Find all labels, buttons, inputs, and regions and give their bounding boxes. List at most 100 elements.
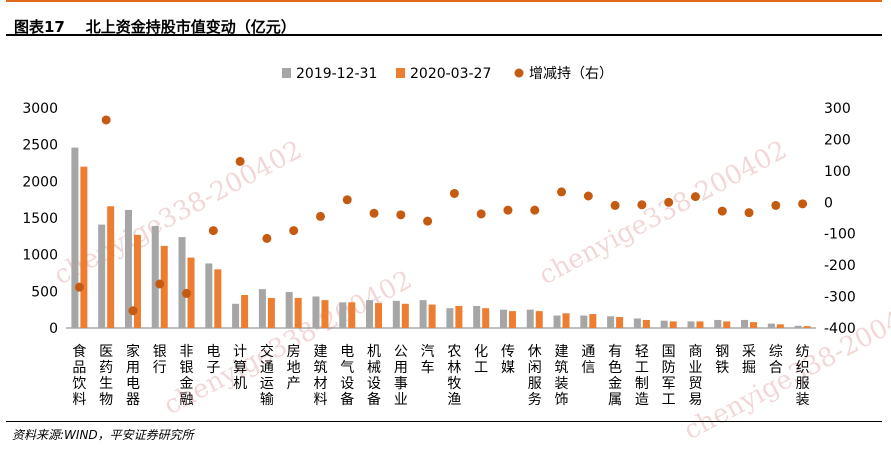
x-category-label: 纺	[796, 344, 810, 360]
x-category-label: 饮	[72, 376, 86, 392]
dot-net-change	[208, 226, 218, 236]
x-category-label: 易	[688, 392, 702, 408]
x-category-label: 建	[555, 344, 569, 360]
dot-net-change	[342, 195, 352, 205]
x-category-label: 交	[260, 343, 274, 360]
x-category-label: 金	[180, 376, 194, 392]
dot-net-change	[583, 191, 593, 201]
bar-2020-03-27	[267, 297, 275, 328]
x-category-label: 银	[180, 360, 194, 376]
bar-2020-03-27	[669, 321, 677, 328]
x-category-label: 综	[769, 344, 783, 360]
bar-2019-12-31	[258, 289, 266, 328]
y-left-tick-label: 1500	[22, 211, 58, 227]
bar-2019-12-31	[526, 309, 534, 328]
x-category-label: 信	[581, 360, 595, 376]
bar-2020-03-27	[696, 321, 704, 328]
x-category-label: 房	[287, 344, 301, 360]
bar-2020-03-27	[80, 166, 88, 328]
x-category-label: 设	[340, 376, 354, 392]
bar-2019-12-31	[553, 315, 561, 328]
x-category-label: 金	[608, 376, 622, 392]
bar-2019-12-31	[633, 318, 641, 328]
bar-2019-12-31	[419, 300, 427, 328]
bar-2020-03-27	[535, 311, 543, 328]
bar-2020-03-27	[107, 206, 115, 328]
x-category-label: 用	[394, 360, 408, 376]
dot-net-change	[690, 192, 700, 202]
x-category-label: 机	[233, 376, 247, 392]
x-category-label: 计	[233, 344, 247, 360]
dot-net-change	[503, 205, 513, 215]
bar-2020-03-27	[642, 319, 650, 328]
bar-2020-03-27	[723, 321, 731, 328]
x-category-label: 渔	[447, 392, 461, 408]
bar-2019-12-31	[285, 292, 293, 328]
x-category-label: 料	[72, 392, 86, 408]
bar-2019-12-31	[124, 209, 132, 328]
x-category-label: 电	[126, 376, 140, 392]
x-category-label: 防	[662, 360, 676, 376]
legend-swatch	[514, 68, 524, 78]
bar-2020-03-27	[214, 269, 222, 328]
bar-2019-12-31	[446, 308, 454, 328]
x-category-label: 通	[581, 344, 595, 360]
x-category-label: 行	[153, 360, 167, 376]
dot-net-change	[235, 156, 245, 166]
x-category-label: 公	[394, 344, 408, 360]
dot-net-change	[369, 208, 379, 218]
x-category-label: 汽	[421, 344, 435, 360]
bar-2019-12-31	[205, 263, 213, 328]
x-category-label: 业	[394, 392, 408, 408]
bar-2019-12-31	[232, 303, 240, 328]
dot-net-change	[798, 199, 808, 209]
bar-2019-12-31	[767, 323, 775, 328]
x-category-label: 贸	[688, 376, 702, 392]
bar-2019-12-31	[794, 325, 802, 328]
dot-net-change	[128, 306, 138, 316]
x-category-label: 设	[367, 376, 381, 392]
dot-net-change	[717, 206, 727, 216]
x-category-label: 制	[635, 376, 649, 392]
dot-net-change	[664, 197, 674, 207]
bar-2019-12-31	[499, 309, 507, 328]
dot-net-change	[476, 209, 486, 219]
dot-net-change	[530, 205, 540, 215]
x-category-label: 工	[474, 360, 488, 376]
watermark-text: chenyige338-200402	[679, 290, 891, 446]
dot-net-change	[289, 226, 299, 236]
x-category-label: 林	[447, 360, 461, 376]
bar-2019-12-31	[741, 319, 749, 328]
bar-2020-03-27	[133, 234, 141, 328]
x-category-label: 轻	[635, 344, 649, 360]
bar-2020-03-27	[589, 314, 597, 328]
x-category-label: 运	[260, 376, 274, 392]
x-category-label: 算	[233, 360, 247, 376]
legend-label: 2019-12-31	[296, 66, 377, 82]
x-category-label: 产	[287, 376, 301, 392]
x-category-label: 非	[180, 344, 194, 360]
y-left-tick-label: 3000	[22, 101, 58, 117]
bar-2019-12-31	[98, 224, 106, 328]
bar-2019-12-31	[71, 147, 79, 328]
dot-net-change	[74, 282, 84, 292]
x-category-label: 色	[608, 359, 622, 376]
bar-2020-03-27	[375, 303, 383, 328]
x-category-label: 采	[742, 344, 756, 360]
x-category-label: 造	[635, 392, 649, 408]
x-category-label: 国	[662, 344, 676, 360]
bar-2020-03-27	[803, 326, 811, 328]
x-category-label: 建	[313, 344, 327, 360]
x-category-label: 事	[394, 376, 408, 392]
dot-net-change	[423, 216, 433, 226]
x-category-label: 业	[688, 360, 702, 376]
bar-2019-12-31	[660, 320, 668, 328]
x-category-label: 务	[528, 392, 542, 408]
bar-2020-03-27	[321, 300, 329, 328]
x-category-label: 食	[72, 343, 86, 360]
y-right-tick-label: -100	[824, 227, 856, 243]
bar-2019-12-31	[339, 302, 347, 328]
x-category-label: 气	[340, 360, 354, 376]
x-category-label: 工	[635, 360, 649, 376]
